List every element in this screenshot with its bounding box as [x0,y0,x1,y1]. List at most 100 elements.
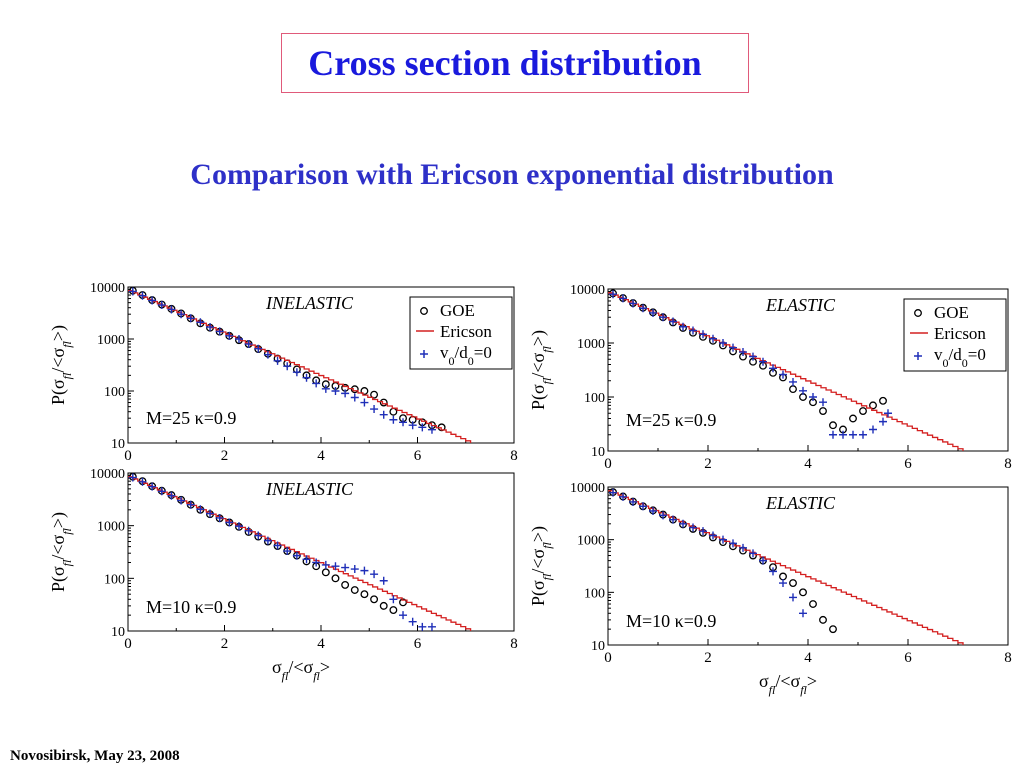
v0d0-point [138,477,147,486]
v0d0-point [427,425,436,434]
v0d0-point [669,317,677,326]
v0d0-point [234,522,243,531]
v0d0-point [379,410,388,419]
legend-ericson-label: Ericson [934,324,986,343]
goe-point [809,600,817,608]
chart-panel-1: 0 2 4 6 8 10 100 1000 10000 INELASTIC M=25 κ=0.9 GO… [48,281,518,464]
v0d0-point [809,393,817,401]
legend-v0d0-label: v0/d0=0 [440,343,492,368]
v0d0-point [679,322,687,331]
ericson-line [128,290,472,443]
x-tick-label: 2 [704,650,712,666]
goe-point [789,579,797,588]
chart-panel-4: 0 2 4 6 8 10 100 1000 10000 ELASTIC M=10 κ=0.9 P(σf… [528,481,1012,697]
y-tick-label: 10 [111,625,125,640]
x-tick-label: 2 [221,448,229,464]
v0d0-point [148,296,157,305]
v0d0-point [869,425,877,434]
goe-point [379,601,388,610]
legend-goe-label: GOE [934,303,969,322]
v0d0-point [360,566,369,575]
x-tick-label: 2 [221,636,229,652]
plot-area [608,488,964,645]
x-tick-label: 6 [904,650,912,666]
v0d0-point [619,492,627,501]
v0d0-point [789,377,797,386]
panel-label: ELASTIC [765,493,836,513]
v0d0-point [709,334,717,343]
y-axis-label: P(σfl/<σfl>) [528,526,554,606]
v0d0-point [312,558,321,567]
x-tick-label: 8 [1004,650,1012,666]
v0d0-point [669,515,677,524]
v0d0-point [849,430,857,439]
v0d0-point [225,518,234,527]
v0d0-point [312,379,321,388]
x-tick-label: 4 [804,650,812,666]
v0d0-point [689,326,697,335]
panel-annotation: M=25 κ=0.9 [626,410,716,430]
y-axis-label: P(σfl/<σfl>) [528,330,554,410]
y-tick-label: 10 [591,639,605,654]
v0d0-point [341,563,350,572]
figure-panel: 0 2 4 6 8 10 100 1000 10000 INELASTIC M=25 κ=0.9 GO… [40,265,1020,705]
plot-area [608,289,964,451]
x-tick-label: 4 [317,448,325,464]
v0d0-point [418,622,427,631]
v0d0-point [370,570,379,579]
v0d0-point [389,415,398,424]
v0d0-point [609,290,617,299]
v0d0-point [729,539,737,548]
goe-point [360,387,369,395]
y-tick-label: 10000 [570,481,605,496]
goe-point [849,414,857,423]
legend-ericson-label: Ericson [440,322,492,341]
v0d0-point [418,423,427,432]
goe-point [789,385,797,394]
goe-point [331,574,340,583]
v0d0-point [699,330,707,339]
panel-annotation: M=10 κ=0.9 [146,597,236,617]
x-tick-label: 6 [904,456,912,472]
v0d0-point [739,543,747,552]
v0d0-point [283,362,292,371]
title-box: Cross section distribution [281,33,749,93]
goe-point [879,396,887,405]
panel-label: INELASTIC [265,479,354,499]
v0d0-point [689,523,697,532]
v0d0-point [408,617,417,626]
v0d0-point [148,482,157,491]
v0d0-point [759,357,767,366]
goe-point [779,572,787,581]
v0d0-point [699,527,707,536]
v0d0-point [331,387,340,395]
x-tick-label: 8 [1004,456,1012,472]
v0d0-point [273,541,282,550]
x-tick-label: 8 [510,636,518,652]
v0d0-point [389,595,398,604]
panel-annotation: M=10 κ=0.9 [626,611,716,631]
v0d0-point [729,343,737,352]
v0d0-point [321,384,330,393]
y-tick-label: 10 [591,445,605,460]
v0d0-point [759,556,767,565]
panel-label: ELASTIC [765,295,836,315]
goe-point [389,606,398,614]
v0d0-point [859,430,867,439]
v0d0-point [709,531,717,540]
v0d0-point [244,526,253,535]
legend-v0d0-marker [420,350,428,358]
y-tick-label: 10000 [90,467,125,482]
v0d0-point [350,565,359,574]
panel-annotation: M=25 κ=0.9 [146,408,236,428]
v0d0-point [399,611,408,620]
y-tick-label: 100 [104,572,125,587]
legend-v0d0-marker [914,352,922,360]
chart-panel-3: 0 2 4 6 8 10 100 1000 10000 INELASTIC M=10 κ=0.9 P(… [48,467,518,683]
v0d0-point [884,409,892,418]
goe-point [829,421,837,430]
x-tick-label: 4 [804,456,812,472]
v0d0-point [629,299,637,308]
v0d0-point [138,291,147,300]
